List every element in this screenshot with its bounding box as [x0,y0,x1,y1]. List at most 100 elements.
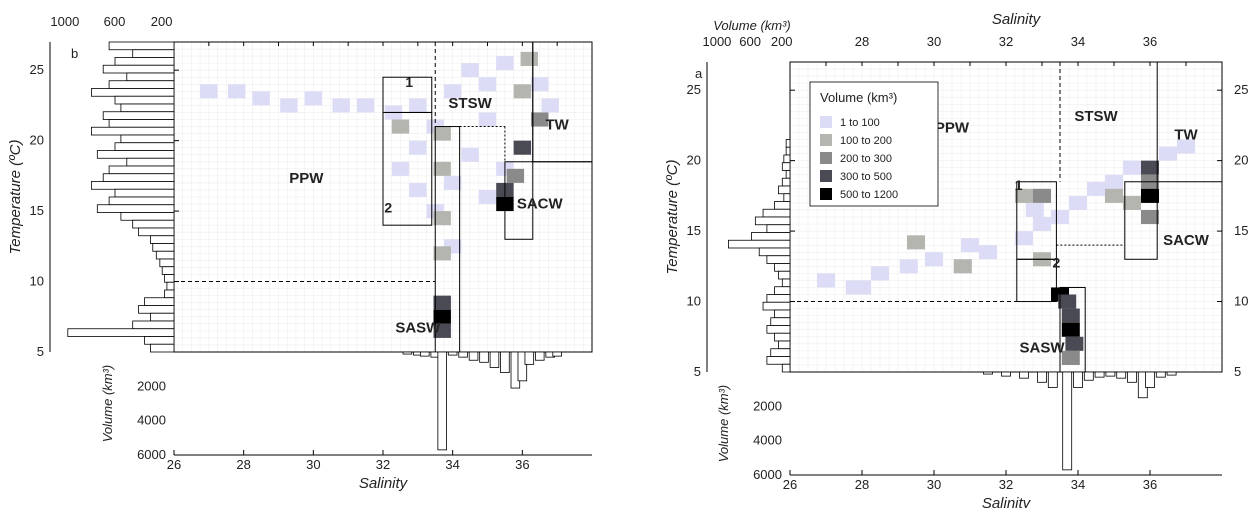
water-mass-label: STSW [1074,108,1118,125]
heatmap-cell [1087,181,1105,196]
volume-tick-label: 4000 [137,413,166,428]
heatmap-cell [356,98,375,113]
heatmap-cell [513,84,532,99]
y-tick-label-right: 20 [1234,153,1248,168]
heatmap-cell [478,112,497,127]
heatmap-cell [1033,217,1051,232]
heatmap-cell [953,259,972,274]
heatmap-cell [1025,202,1044,217]
temperature-histogram-bar [766,255,791,264]
temperature-histogram-bar [164,274,175,283]
water-mass-box [504,161,534,240]
heatmap-cell [200,84,218,99]
x-tick-label: 30 [927,477,941,492]
temperature-histogram-bar [108,196,175,206]
heatmap-cell [409,98,427,113]
heatmap-cell [478,77,497,92]
salinity-histogram-bar [1083,371,1094,381]
heatmap-cell [478,189,497,205]
x-tick-label: 28 [855,477,869,492]
temperature-histogram-bar [108,80,175,89]
salinity-histogram-bar [437,351,447,451]
heatmap-cell [433,323,451,338]
y-tick-label: 20 [687,153,701,168]
salinity-histogram-bar [1127,371,1137,383]
salinity-histogram-bar [468,351,479,361]
heatmap-cell [1141,209,1159,225]
temperature-histogram-bar [132,49,175,58]
temperature-histogram-bar [159,258,175,268]
x-tick-label: 26 [167,457,181,472]
temperature-histogram-bar [108,165,175,175]
heatmap-cell [1051,209,1069,225]
water-mass-label: SACW [517,195,564,212]
temperature-histogram-bar [785,170,791,179]
heatmap-cell [433,161,451,176]
volume-axis-label-top: Volume (km³) [713,18,791,33]
legend-label: 200 to 300 [840,153,892,165]
legend-swatch [820,134,832,146]
y-axis-label: Temperature (ºC) [7,140,24,255]
heatmap-cell [899,259,918,274]
heatmap-cell [1069,195,1087,210]
x-tick-label-top: 30 [927,34,941,49]
temperature-histogram-bar [149,312,175,322]
x-tick-label: 36 [1143,477,1157,492]
heatmap-cell [332,98,350,113]
y-tick-label: 25 [687,82,701,97]
heatmap-cell [433,246,451,261]
heatmap-cell [1015,188,1033,203]
x-tick-label: 34 [1071,477,1085,492]
temperature-histogram-bar [783,193,791,202]
heatmap-cell [227,84,246,99]
heatmap-cell [1123,160,1141,175]
salinity-histogram-bar [983,371,993,375]
temperature-histogram-bar [781,177,791,187]
volume-tick-label: 1000 [702,34,731,49]
temperature-histogram-bar [781,162,791,171]
temperature-histogram-bar [126,72,175,82]
temperature-histogram-bar [120,103,175,113]
temperature-histogram-bar [149,235,175,244]
heatmap-cell [513,140,532,155]
temperature-histogram-bar [778,185,791,195]
temperature-histogram-bar [766,325,791,334]
x-axis-label: Salinity [982,495,1032,508]
salinity-histogram-bar [1037,371,1047,383]
heatmap-cell [1065,336,1084,351]
temperature-histogram-bar [166,281,175,291]
temperature-histogram-bar [149,343,175,353]
salinity-histogram-bar [500,351,510,374]
panel-letter: b [71,46,78,61]
heatmap-cell [520,51,539,66]
salinity-histogram-bar [552,351,562,357]
temperature-histogram-bar [120,134,175,144]
salinity-histogram-bar [1145,371,1155,388]
temperature-histogram-bar [758,247,791,257]
temperature-histogram-bar [91,126,175,136]
volume-tick-label: 4000 [753,433,782,448]
temperature-histogram-bar [102,111,175,120]
y-tick-label-right: 25 [1234,82,1248,97]
salinity-histogram-bar [458,351,468,358]
panel-letter: a [695,66,703,81]
heatmap-cell [506,168,525,183]
y-tick-label-right: 10 [1234,294,1248,309]
y-tick-label: 5 [694,364,701,379]
temperature-histogram-bar [774,263,791,272]
temperature-histogram-bar [766,356,791,365]
heatmap-cell [1123,195,1141,210]
heatmap-cell [409,140,427,155]
volume-tick-label: 2000 [137,378,166,393]
heatmap-cell [871,266,889,281]
heatmap-cell [461,63,479,78]
temperature-histogram-bar [766,294,791,303]
volume-tick-label: 6000 [753,467,782,482]
temperature-histogram-bar [120,212,175,221]
legend-swatch [820,116,832,128]
salinity-histogram-bar [534,351,545,361]
heatmap-cell [280,98,298,113]
temperature-histogram-bar [91,88,175,97]
volume-axis-label: Volume (km³) [716,385,731,463]
x-tick-label: 36 [515,457,529,472]
